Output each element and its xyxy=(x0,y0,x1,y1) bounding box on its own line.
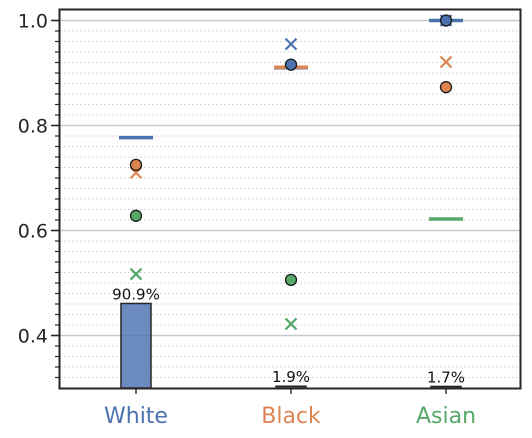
share-label: 1.9% xyxy=(272,368,310,386)
circle-marker xyxy=(439,81,453,94)
x-category-label: Black xyxy=(261,404,321,429)
data-markers xyxy=(119,14,463,331)
x-category-label: Asian xyxy=(416,404,476,429)
circle-marker xyxy=(284,58,298,71)
x-marker-stroke xyxy=(129,267,143,281)
x-marker xyxy=(129,267,143,281)
x-marker xyxy=(439,55,453,69)
circle-marker xyxy=(439,14,453,27)
share-bar xyxy=(120,302,152,389)
y-tick-label: 1.0 xyxy=(18,11,48,33)
y-tick-label: 0.8 xyxy=(18,116,48,138)
y-axis-ticks: 0.4 0.6 0.8 1.0 xyxy=(18,11,60,379)
circle-marker xyxy=(129,209,143,222)
share-label: 90.9% xyxy=(112,285,160,303)
circle-marker xyxy=(284,273,298,287)
x-marker-stroke xyxy=(284,37,298,51)
x-axis-categories: White Black Asian xyxy=(104,388,476,429)
share-label: 1.7% xyxy=(427,368,465,386)
y-tick-label: 0.4 xyxy=(18,326,48,348)
x-marker xyxy=(284,37,298,51)
x-marker xyxy=(284,317,298,331)
x-marker-stroke xyxy=(439,55,453,69)
x-marker-stroke xyxy=(284,317,298,331)
y-tick-label: 0.6 xyxy=(18,221,48,243)
x-category-label: White xyxy=(104,404,168,429)
circle-marker xyxy=(129,158,143,172)
share-labels: 90.9% 1.9% 1.7% xyxy=(112,285,465,386)
